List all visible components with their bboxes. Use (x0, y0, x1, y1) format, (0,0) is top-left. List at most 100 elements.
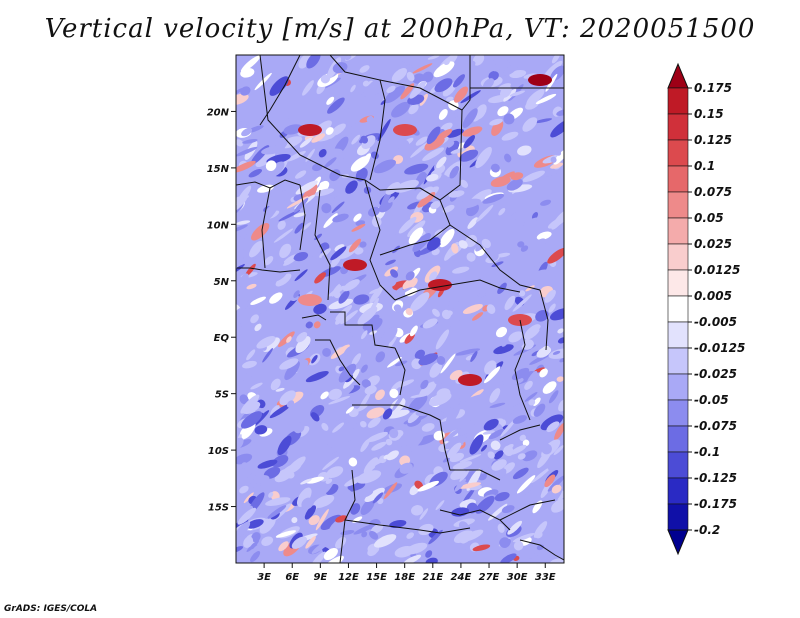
field-blob (342, 346, 351, 360)
field-blob (453, 111, 460, 118)
field-blob (436, 411, 445, 420)
field-blob (263, 466, 281, 479)
field-blob (335, 305, 353, 321)
field-blob (467, 217, 478, 229)
field-blob (544, 289, 556, 303)
field-blob (273, 228, 294, 243)
field-blob (241, 462, 248, 469)
field-blob (496, 468, 507, 479)
field-blob (270, 405, 280, 416)
field-blob (286, 336, 292, 343)
field-blob (460, 530, 474, 544)
field-blob (359, 65, 370, 73)
field-blob (494, 491, 510, 502)
field-blob (489, 388, 501, 403)
colorbar-label: -0.05 (694, 393, 729, 407)
field-blob (510, 211, 520, 221)
field-blob (432, 308, 440, 317)
field-blob (550, 162, 564, 169)
field-blob (455, 348, 481, 356)
field-blob (360, 135, 369, 144)
colorbar-label: 0.125 (694, 133, 732, 147)
field-blob (386, 277, 397, 287)
field-blob (279, 390, 296, 406)
field-blob (405, 308, 413, 316)
colorbar-label: -0.075 (694, 419, 737, 433)
field-blob (415, 434, 437, 446)
field-blob (323, 547, 338, 561)
field-blob (500, 553, 517, 563)
field-blob (338, 366, 345, 372)
field-blob (448, 190, 465, 198)
field-blob (236, 185, 252, 205)
field-blob (400, 55, 412, 63)
field-blob (535, 277, 545, 286)
field-blob (412, 63, 433, 74)
field-blob (553, 148, 564, 165)
field-blob (301, 222, 312, 231)
field-blob (385, 182, 401, 195)
field-blob (475, 495, 495, 514)
field-blob (484, 366, 501, 384)
field-blob (346, 332, 353, 339)
field-blob (435, 500, 445, 511)
field-blob (366, 431, 388, 443)
field-blob (506, 178, 523, 191)
field-blob (454, 478, 467, 492)
field-blob (361, 531, 368, 538)
field-blob (421, 423, 435, 432)
field-blob (321, 255, 329, 264)
field-blob (414, 173, 428, 191)
field-blob (236, 264, 245, 275)
x-tick-label: 30E (507, 572, 528, 583)
field-blob (542, 381, 557, 394)
field-blob (310, 412, 320, 422)
field-blob (389, 388, 399, 399)
field-blob (422, 147, 445, 162)
field-blob (279, 358, 299, 370)
field-blob (379, 326, 398, 347)
field-maximum (298, 124, 322, 136)
field-blob (243, 370, 254, 382)
field-blob (277, 435, 292, 456)
field-blob (501, 404, 510, 412)
field-blob (357, 306, 378, 325)
colorbar-label: 0.0125 (694, 263, 740, 277)
field-blob (513, 540, 524, 551)
field-blob (558, 399, 564, 412)
field-blob (451, 243, 459, 254)
x-tick-label: 33E (535, 572, 556, 583)
field-blob (509, 90, 526, 97)
field-blob (544, 474, 556, 488)
field-blob (350, 84, 356, 93)
field-blob (278, 541, 289, 552)
field-blob (250, 296, 266, 305)
field-blob (541, 443, 552, 455)
field-blob (302, 80, 314, 96)
field-blob (364, 487, 385, 503)
field-blob (310, 551, 326, 563)
field-blob (236, 257, 247, 266)
field-blob (293, 212, 306, 218)
field-blob (338, 385, 355, 398)
x-tick-label: 18E (394, 572, 415, 583)
field-blob (545, 73, 558, 92)
field-blob (391, 67, 407, 83)
field-blob (552, 350, 561, 355)
field-blob (322, 347, 332, 357)
field-blob (501, 505, 515, 514)
field-blob (385, 438, 393, 446)
field-blob (389, 286, 413, 298)
field-blob (338, 363, 357, 383)
colorbar-label: 0.005 (694, 289, 732, 303)
field-blob (552, 147, 562, 156)
colorbar-label: 0.175 (694, 81, 732, 95)
country-borders (236, 55, 564, 563)
field-blob (386, 85, 396, 94)
field-blob (433, 61, 455, 78)
field-blob (402, 277, 418, 291)
field-blob (429, 362, 442, 378)
y-tick-label: 15S (208, 503, 229, 514)
field-blob (305, 536, 316, 549)
field-blob (417, 191, 436, 208)
